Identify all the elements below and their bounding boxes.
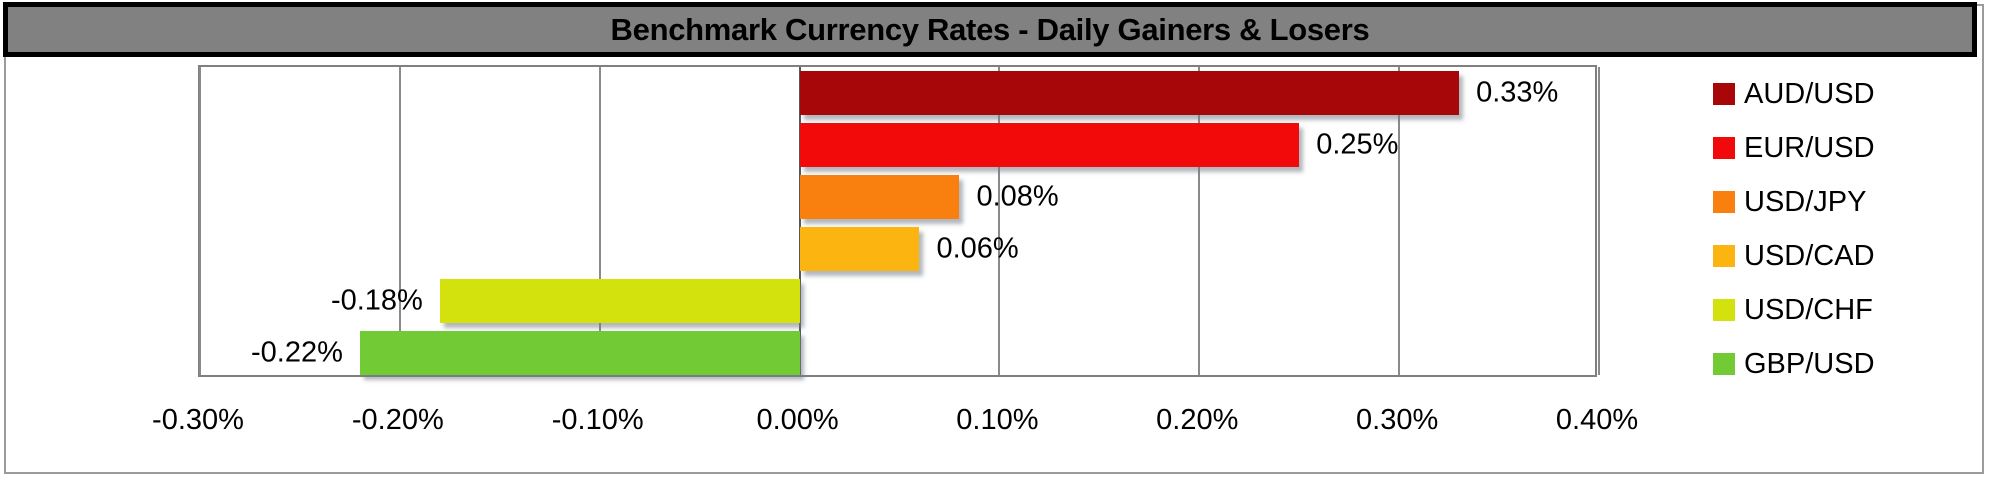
legend-item-gbp-usd: GBP/USD xyxy=(1713,347,1875,381)
legend-swatch xyxy=(1713,137,1735,159)
legend-label: AUD/USD xyxy=(1744,77,1875,110)
bar-value-label: -0.18% xyxy=(330,284,423,317)
legend-label: EUR/USD xyxy=(1744,131,1875,164)
legend-label: USD/CAD xyxy=(1744,239,1875,272)
chart-title: Benchmark Currency Rates - Daily Gainers… xyxy=(610,11,1370,47)
gridline xyxy=(398,67,401,375)
x-tick-label: -0.30% xyxy=(152,404,244,436)
gridline xyxy=(598,67,601,375)
gridline xyxy=(199,67,201,375)
legend-swatch xyxy=(1713,83,1735,105)
legend-label: GBP/USD xyxy=(1744,347,1875,380)
x-tick-label: 0.20% xyxy=(1156,404,1239,436)
plot-area: 0.33% 0.25% 0.08% 0.06% -0.18% -0.22% xyxy=(198,65,1600,377)
legend-item-eur-usd: EUR/USD xyxy=(1713,131,1875,165)
legend-item-aud-usd: AUD/USD xyxy=(1713,77,1875,111)
chart-title-bar: Benchmark Currency Rates - Daily Gainers… xyxy=(3,2,1977,57)
x-tick-label: -0.10% xyxy=(551,404,644,436)
bar-usd-cad xyxy=(799,227,920,271)
legend-swatch xyxy=(1713,245,1735,267)
bar-usd-chf xyxy=(439,279,800,323)
zero-axis-line xyxy=(798,67,801,375)
bar-usd-jpy xyxy=(799,175,960,219)
legend-item-usd-cad: USD/CAD xyxy=(1713,239,1875,273)
gridline xyxy=(1198,67,1201,375)
gridline xyxy=(1398,67,1401,375)
x-tick-label: 0.10% xyxy=(956,404,1039,436)
bar-value-label: -0.22% xyxy=(250,336,343,369)
legend-item-usd-chf: USD/CHF xyxy=(1713,293,1873,327)
legend-item-usd-jpy: USD/JPY xyxy=(1713,185,1866,219)
bar-value-label: 0.06% xyxy=(936,232,1019,265)
bar-aud-usd xyxy=(799,71,1460,115)
legend-swatch xyxy=(1713,191,1735,213)
bar-value-label: 0.25% xyxy=(1316,128,1399,161)
legend-label: USD/JPY xyxy=(1744,185,1867,218)
x-tick-label: 0.00% xyxy=(756,404,839,436)
legend-label: USD/CHF xyxy=(1744,293,1873,326)
gridline xyxy=(1598,67,1600,375)
bar-value-label: 0.33% xyxy=(1476,76,1559,109)
legend-swatch xyxy=(1713,299,1735,321)
bar-eur-usd xyxy=(799,123,1300,167)
bar-gbp-usd xyxy=(359,331,800,375)
legend-swatch xyxy=(1713,353,1735,375)
bar-value-label: 0.08% xyxy=(976,180,1059,213)
x-tick-label: 0.30% xyxy=(1356,404,1439,436)
gridline xyxy=(998,67,1001,375)
x-tick-label: 0.40% xyxy=(1555,404,1639,436)
x-tick-label: -0.20% xyxy=(351,404,444,436)
